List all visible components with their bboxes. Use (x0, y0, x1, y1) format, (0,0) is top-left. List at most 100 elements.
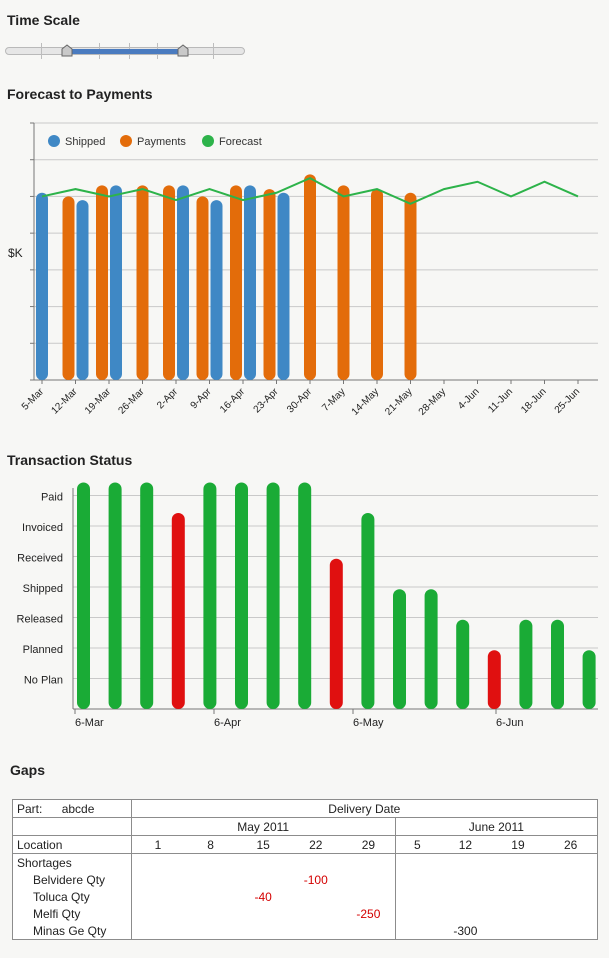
qty-cell (237, 905, 290, 922)
qty-cell: -300 (453, 923, 478, 938)
slider-tick (213, 43, 214, 59)
qty-cell (492, 922, 545, 940)
qty-cell (130, 888, 185, 905)
status-bar (487, 650, 501, 709)
x-tick-label: 30-Apr (285, 386, 314, 415)
gaps-title: Gaps (10, 762, 46, 778)
shipped-bar (177, 185, 189, 380)
row-label: Melfi Qty (33, 906, 81, 921)
status-bar (456, 619, 470, 709)
qty-cell (544, 888, 597, 905)
status-bar (298, 482, 312, 709)
day-header: 22 (289, 835, 343, 854)
transaction-status-title: Transaction Status (7, 452, 133, 468)
qty-cell (439, 888, 492, 905)
qty-cell (289, 922, 342, 940)
x-tick-label: 6-Mar (75, 717, 104, 729)
x-tick-label: 4-Jun (456, 386, 481, 411)
shortages-label: Shortages (17, 855, 72, 870)
day-header: 1 (130, 835, 185, 854)
x-tick-label: 9-Apr (189, 386, 215, 412)
status-bar (235, 482, 248, 709)
qty-cell (492, 905, 545, 922)
shipped-bar (244, 185, 256, 380)
status-level-label: Released (17, 614, 63, 626)
qty-cell (544, 871, 597, 888)
day-header: 8 (184, 835, 237, 854)
x-tick-label: 21-May (383, 386, 414, 417)
qty-cell (184, 871, 237, 888)
x-tick-label: 16-Apr (218, 386, 247, 415)
payments-bar (230, 185, 242, 380)
status-bar (266, 482, 280, 709)
status-bar (108, 482, 122, 709)
qty-cell (342, 888, 395, 905)
qty-cell (130, 871, 185, 888)
qty-cell: -40 (254, 889, 272, 904)
legend-label: Shipped (65, 136, 105, 148)
x-tick-label: 7-May (320, 386, 347, 413)
x-tick-label: 19-Mar (83, 386, 114, 417)
shipped-bar (36, 192, 48, 380)
qty-cell (544, 922, 597, 940)
qty-cell (439, 871, 492, 888)
month-header: June 2011 (394, 817, 598, 836)
qty-cell (184, 922, 237, 940)
payments-bar (163, 185, 175, 380)
qty-cell (394, 905, 440, 922)
legend-label: Forecast (219, 136, 262, 148)
empty-cell (394, 853, 598, 871)
month-header: May 2011 (130, 817, 396, 836)
qty-cell: -250 (356, 906, 381, 921)
qty-cell: -100 (303, 872, 328, 887)
payments-bar (304, 174, 316, 380)
status-bar (519, 619, 533, 709)
x-tick-label: 28-May (417, 386, 448, 417)
slider-start-handle[interactable] (61, 44, 73, 57)
status-bar (203, 482, 217, 709)
x-tick-label: 11-Jun (486, 386, 515, 415)
qty-cell (130, 905, 185, 922)
day-header: 12 (439, 835, 492, 854)
status-bar (551, 619, 564, 709)
payments-bar (136, 185, 149, 380)
x-tick-label: 6-Apr (214, 717, 241, 729)
x-tick-label: 5-Mar (20, 386, 47, 413)
status-level-label: Invoiced (22, 522, 63, 534)
shipped-bar (210, 200, 223, 380)
day-header: 29 (342, 835, 396, 854)
location-header: Location (12, 835, 132, 854)
transaction-status-chart: Paid Invoiced Received Shipped Released Plann… (17, 482, 598, 729)
x-tick-label: 26-Mar (116, 386, 147, 417)
status-level-label: Received (17, 553, 63, 565)
status-level-label: No Plan (24, 675, 63, 687)
x-tick-label: 12-Mar (49, 386, 80, 417)
legend-label: Payments (137, 136, 186, 148)
slider-selected-range (67, 49, 183, 54)
qty-cell (492, 871, 545, 888)
slider-end-handle[interactable] (177, 44, 189, 57)
time-scale-slider[interactable] (5, 43, 245, 59)
qty-cell (184, 905, 237, 922)
status-level-label: Planned (23, 644, 63, 656)
part-label: Part: (17, 801, 43, 816)
qty-cell (394, 922, 440, 940)
status-bar (171, 513, 185, 709)
forecast-to-payments-chart: $K Shipped Payments Forecast 5-Mar 12-Mar 19-M… (8, 122, 598, 418)
x-tick-label: 6-May (353, 717, 384, 729)
qty-cell (394, 888, 440, 905)
row-label: Belvidere Qty (33, 872, 106, 887)
qty-cell (289, 905, 342, 922)
status-bar (361, 513, 375, 709)
legend-swatch (120, 135, 132, 147)
qty-cell (492, 888, 545, 905)
gaps-table: Part: abcde Delivery Date May 2011 June … (12, 799, 598, 940)
status-bar (582, 650, 596, 709)
shipped-bar (110, 185, 122, 380)
month-spacer-cell (12, 817, 132, 836)
day-header: 26 (544, 835, 598, 854)
status-bar (393, 589, 406, 709)
status-level-label: Shipped (23, 583, 63, 595)
qty-cell (439, 905, 492, 922)
status-bar (140, 482, 154, 709)
